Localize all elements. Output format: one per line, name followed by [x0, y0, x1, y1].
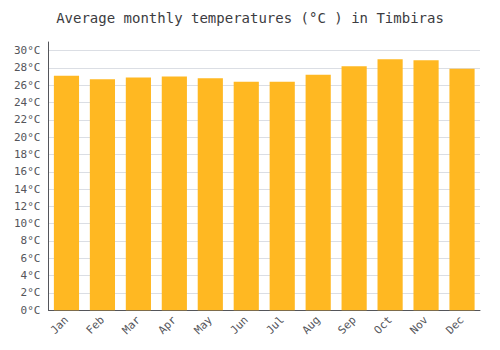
- svg-text:20°C: 20°C: [14, 131, 41, 144]
- svg-text:18°C: 18°C: [14, 148, 41, 161]
- svg-text:Aug: Aug: [300, 314, 323, 337]
- svg-text:12°C: 12°C: [14, 200, 41, 213]
- svg-text:28°C: 28°C: [14, 61, 41, 74]
- svg-text:Oct: Oct: [371, 314, 394, 337]
- svg-text:26°C: 26°C: [14, 79, 41, 92]
- svg-text:Jul: Jul: [264, 314, 287, 337]
- svg-text:24°C: 24°C: [14, 96, 41, 109]
- svg-text:30°C: 30°C: [14, 44, 41, 57]
- svg-text:6°C: 6°C: [21, 252, 41, 265]
- svg-text:Feb: Feb: [84, 314, 107, 337]
- svg-text:Apr: Apr: [156, 313, 179, 336]
- svg-text:Average monthly temperatures (: Average monthly temperatures (°C ) in Ti…: [56, 10, 444, 26]
- svg-text:Jan: Jan: [48, 314, 71, 337]
- svg-text:10°C: 10°C: [14, 217, 41, 230]
- svg-text:2°C: 2°C: [21, 286, 41, 299]
- svg-text:May: May: [192, 313, 215, 336]
- svg-text:Mar: Mar: [120, 313, 143, 336]
- svg-text:Nov: Nov: [407, 313, 430, 336]
- svg-text:8°C: 8°C: [21, 234, 41, 247]
- svg-text:Jun: Jun: [228, 314, 251, 337]
- svg-text:14°C: 14°C: [14, 183, 41, 196]
- svg-text:0°C: 0°C: [21, 304, 41, 317]
- svg-text:Dec: Dec: [443, 314, 466, 337]
- svg-text:Sep: Sep: [336, 314, 359, 337]
- svg-text:16°C: 16°C: [14, 165, 41, 178]
- svg-text:22°C: 22°C: [14, 113, 41, 126]
- svg-text:4°C: 4°C: [21, 269, 41, 282]
